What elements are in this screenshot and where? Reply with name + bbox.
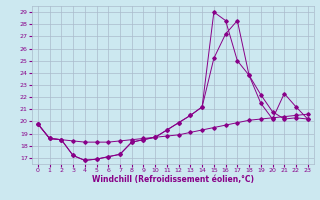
X-axis label: Windchill (Refroidissement éolien,°C): Windchill (Refroidissement éolien,°C) bbox=[92, 175, 254, 184]
